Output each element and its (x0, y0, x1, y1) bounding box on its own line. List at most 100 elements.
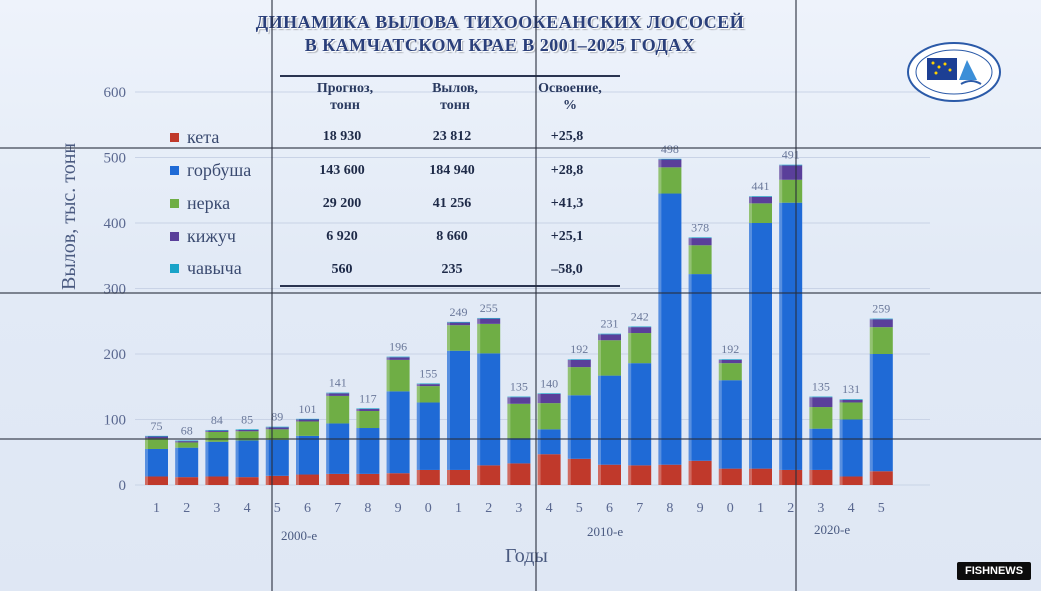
bar-segment-keta (537, 454, 561, 485)
bar-segment-nerka (326, 395, 350, 424)
y-tick-label: 600 (104, 85, 127, 101)
legend-item-nerka: нерка (170, 193, 230, 213)
y-tick-label: 500 (104, 151, 127, 167)
legend-swatch-chavycha (170, 263, 179, 273)
bar-segment-gorbusha (235, 440, 259, 478)
bar-segment-keta (386, 473, 410, 485)
x-tick-label: 3 (515, 501, 522, 516)
bar-total-label: 378 (691, 220, 709, 234)
bar-total-label: 131 (842, 382, 860, 396)
bar-total-label: 84 (211, 413, 223, 427)
decade-label-2000s: 2000-е (281, 528, 318, 543)
bar-segment-gorbusha (175, 447, 199, 478)
table-cell: 6 920 (326, 229, 358, 244)
legend-swatch-keta (170, 132, 179, 142)
bar-total-label: 135 (812, 380, 830, 394)
legend-label-nerka: нерка (187, 192, 231, 213)
x-tick-label: 3 (213, 501, 220, 516)
bar-segment-chavycha (658, 158, 682, 160)
table-top-rule (280, 75, 620, 77)
bar-segment-chavycha (537, 393, 561, 394)
table-cell: –58,0 (551, 262, 583, 277)
bar-segment-chavycha (598, 333, 621, 335)
bar-segment-nerka (145, 438, 168, 449)
table-cell: 18 930 (322, 129, 362, 144)
bar-total-label: 196 (389, 340, 407, 354)
x-tick-label: 8 (364, 501, 371, 516)
institute-logo (907, 42, 1001, 102)
bar-segment-kizhuch (809, 397, 833, 408)
bar-segment-gorbusha (839, 419, 863, 477)
x-tick-label: 2 (485, 501, 492, 516)
bar-segment-nerka (779, 179, 803, 203)
x-tick-label: 2 (183, 501, 190, 516)
bar-total-label: 135 (510, 380, 528, 394)
fishnews-watermark: FISHNEWS (957, 562, 1031, 580)
bar-segment-gorbusha (296, 435, 319, 475)
bar-highlight (628, 326, 632, 485)
bar-segment-nerka (386, 359, 410, 392)
bar-segment-nerka (869, 327, 893, 354)
bar-segment-keta (598, 464, 621, 485)
bar-segment-nerka (749, 203, 772, 223)
bar-segment-nerka (567, 367, 591, 396)
bar-highlight (296, 418, 299, 485)
bar-highlight (749, 196, 752, 485)
bar-segment-nerka (356, 410, 380, 429)
table-cell: +41,3 (550, 196, 584, 211)
bar-segment-nerka (628, 333, 652, 364)
bar-segment-kizhuch (688, 238, 712, 246)
bar-segment-keta (688, 460, 712, 485)
bar-segment-nerka (718, 363, 742, 381)
bar-segment-gorbusha (416, 402, 440, 470)
x-tick-label: 4 (848, 501, 855, 516)
bar-segment-kizhuch (326, 393, 350, 396)
bar-total-label: 141 (329, 376, 347, 390)
bar-segment-kizhuch (477, 318, 501, 324)
bar-highlight (869, 318, 873, 485)
bar-segment-chavycha (507, 396, 531, 398)
x-tick-label: 7 (636, 501, 643, 516)
bar-segment-kizhuch (386, 357, 410, 360)
bar-highlight (175, 440, 179, 485)
bar-segment-gorbusha (688, 274, 712, 461)
bar-segment-nerka (507, 403, 531, 439)
bar-segment-kizhuch (447, 322, 470, 326)
x-tick-label: 5 (274, 501, 281, 516)
x-tick-label: 9 (395, 501, 402, 516)
bar-segment-chavycha (718, 359, 742, 360)
x-axis-label: Годы (505, 545, 548, 567)
bar-highlight (839, 399, 843, 485)
table-cell: 8 660 (436, 229, 468, 244)
x-tick-label: 2 (787, 501, 794, 516)
bar-segment-gorbusha (809, 428, 833, 470)
bar-segment-keta (205, 476, 229, 485)
bar-total-label: 441 (752, 179, 770, 193)
bar-segment-nerka (809, 407, 833, 429)
bar-segment-keta (749, 468, 772, 485)
table-header-catch: Вылов, тонн (410, 80, 500, 114)
x-tick-label: 9 (697, 501, 704, 516)
legend-label-keta: кета (187, 126, 220, 147)
bar-segment-chavycha (296, 418, 319, 420)
bar-segment-keta (235, 477, 259, 485)
bar-segment-chavycha (145, 435, 168, 437)
bar-segment-nerka (175, 442, 199, 448)
bar-segment-kizhuch (145, 436, 168, 439)
bar-segment-kizhuch (356, 409, 380, 411)
bar-segment-chavycha (447, 321, 470, 323)
chart-title-line1: ДИНАМИКА ВЫЛОВА ТИХООКЕАНСКИХ ЛОСОСЕЙ (255, 12, 745, 32)
bar-segment-chavycha (809, 396, 833, 398)
bar-segment-kizhuch (779, 165, 803, 180)
bar-segment-gorbusha (356, 428, 380, 474)
bar-highlight (145, 435, 148, 485)
table-cell: 23 812 (432, 129, 472, 144)
bar-total-label: 117 (359, 391, 377, 405)
table-cell: 29 200 (322, 196, 362, 211)
x-tick-label: 7 (334, 501, 341, 516)
legend-item-chavycha: чавыча (170, 258, 242, 278)
bar-segment-gorbusha (718, 380, 742, 469)
bar-segment-chavycha (175, 440, 199, 442)
y-tick-label: 100 (104, 413, 127, 429)
x-tick-label: 1 (455, 501, 462, 516)
